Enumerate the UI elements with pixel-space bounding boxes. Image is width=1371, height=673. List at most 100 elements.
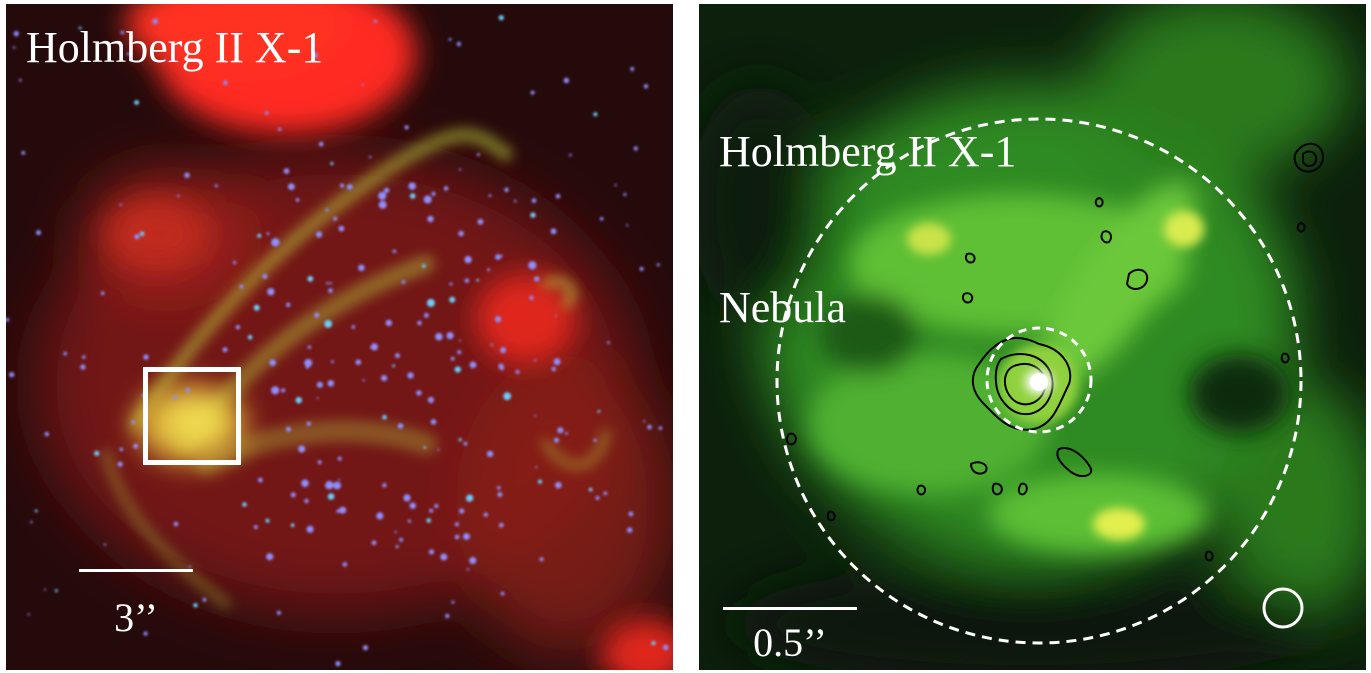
star-point [295, 198, 300, 202]
star-point [30, 520, 33, 524]
star-point [495, 254, 501, 260]
star-point [515, 369, 520, 374]
star-point [307, 345, 312, 349]
star-point [529, 295, 534, 300]
star-point [407, 519, 411, 523]
star-point [185, 388, 190, 393]
left-scale-label: 3’’ [114, 595, 158, 640]
star-point [500, 347, 507, 354]
right-scale-bar [723, 607, 857, 610]
star-point [346, 184, 353, 190]
star-point [628, 511, 634, 517]
star-point [534, 414, 537, 417]
inner-dashed-aperture [985, 326, 1093, 434]
star-point [514, 199, 517, 203]
star-point [633, 146, 638, 151]
star-point [338, 225, 345, 232]
star-point [134, 234, 140, 240]
star-point [281, 388, 286, 393]
star-point [463, 441, 468, 446]
star-point [338, 478, 341, 481]
star-point [316, 397, 319, 400]
star-point [337, 456, 342, 461]
star-point [27, 613, 30, 616]
star-point [409, 502, 416, 509]
star-point [55, 589, 58, 593]
star-point [298, 445, 306, 453]
star-point [382, 483, 387, 488]
star-point [399, 537, 404, 542]
star-point [94, 450, 100, 456]
star-point [34, 509, 38, 513]
star-point [445, 613, 450, 619]
star-point [239, 284, 244, 289]
star-point [459, 168, 462, 171]
star-point [307, 275, 314, 282]
star-point [44, 588, 46, 591]
star-point [330, 161, 334, 166]
star-point [458, 438, 462, 442]
star-point [314, 312, 320, 318]
star-point [327, 380, 335, 387]
star-point [355, 359, 362, 366]
star-point [214, 184, 218, 188]
star-point [588, 487, 593, 492]
star-point [253, 304, 260, 311]
star-point [651, 641, 656, 646]
star-point [271, 238, 280, 247]
star-point [361, 83, 364, 86]
star-point [497, 492, 503, 497]
star-point [497, 486, 501, 490]
star-point [233, 260, 237, 265]
star-point [555, 193, 561, 199]
star-point [290, 492, 296, 498]
star-point [607, 341, 610, 344]
star-point [409, 193, 416, 199]
star-point [614, 184, 617, 187]
star-point [500, 591, 505, 596]
star-point [495, 316, 502, 323]
star-point [504, 187, 509, 192]
star-point [370, 346, 372, 349]
star-point [435, 332, 443, 341]
star-point [19, 78, 22, 82]
star-point [133, 443, 139, 449]
star-point [381, 375, 388, 382]
star-point [304, 359, 313, 367]
star-point [316, 381, 323, 388]
star-point [593, 112, 598, 117]
star-point [325, 481, 334, 490]
star-point [312, 52, 318, 58]
star-point [78, 26, 82, 30]
star-point [173, 395, 178, 400]
right-image-panel: Holmberg II X-1 Nebula 0.5’’ [699, 4, 1366, 670]
star-point [537, 479, 543, 484]
star-point [490, 343, 494, 346]
star-point [328, 288, 333, 293]
star-point [63, 351, 67, 356]
star-point [340, 183, 345, 188]
star-point [457, 350, 462, 355]
star-point [286, 426, 291, 432]
star-point [499, 365, 505, 371]
star-point [100, 291, 105, 296]
star-point [278, 127, 282, 131]
star-point [427, 215, 434, 223]
star-point [327, 493, 335, 500]
star-point [498, 15, 504, 21]
star-point [177, 194, 180, 198]
star-point [333, 481, 341, 490]
star-point [290, 523, 295, 528]
star-point [498, 522, 504, 528]
star-point [6, 317, 10, 322]
star-point [454, 522, 459, 527]
star-point [295, 397, 302, 404]
star-point [339, 506, 347, 514]
star-point [188, 565, 192, 568]
star-point [242, 502, 247, 507]
star-point [643, 420, 646, 423]
star-point [262, 273, 268, 279]
star-point [269, 359, 277, 367]
star-point [440, 553, 448, 561]
